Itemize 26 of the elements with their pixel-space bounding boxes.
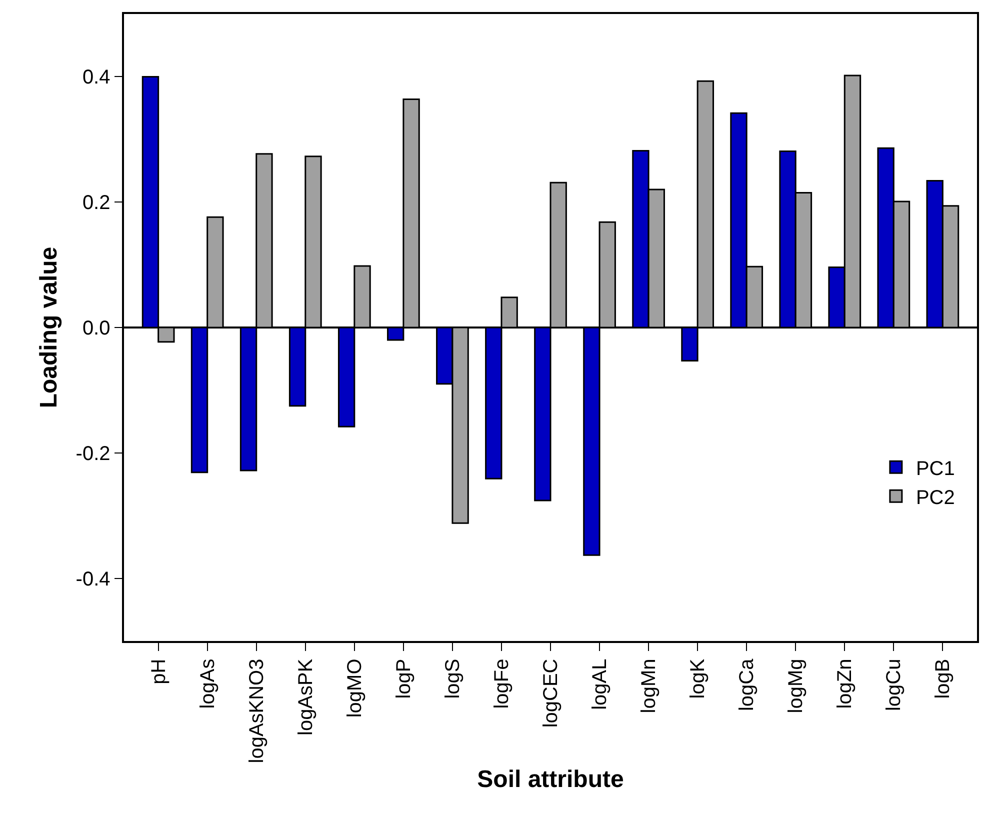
x-axis-title: Soil attribute [477, 766, 624, 794]
x-tick-label: logP [392, 658, 415, 699]
x-tick-label: logMO [344, 658, 366, 718]
y-tick-label: -0.2 [76, 442, 110, 465]
y-tick-label: -0.4 [76, 568, 110, 590]
x-tick-label: logAsKNO3 [246, 658, 268, 764]
y-tick-label: 0.2 [82, 192, 110, 214]
x-tick-label: logK [687, 658, 710, 699]
y-tick-label: 0.0 [82, 318, 110, 340]
legend-label: PC1 [916, 458, 955, 480]
x-tick-label: logAsPK [294, 658, 317, 736]
y-axis-title: Loading value [35, 246, 62, 408]
x-tick-label: logAL [589, 658, 612, 710]
x-tick-label: logCa [736, 658, 758, 712]
x-tick-label: logS [442, 658, 464, 699]
x-tick-label: logZn [834, 658, 856, 709]
legend-label: PC2 [916, 486, 955, 509]
x-tick-label: pH [148, 658, 170, 684]
x-tick-label: logAs [196, 658, 219, 709]
x-tick-label: logFe [490, 658, 513, 709]
x-tick-label: logCu [883, 658, 906, 712]
x-tick-label: logCEC [540, 658, 562, 728]
x-tick-label: logMg [785, 658, 808, 714]
x-tick-label: logB [932, 658, 954, 699]
x-tick-label: logMn [638, 658, 660, 714]
y-tick-label: 0.4 [82, 66, 110, 89]
